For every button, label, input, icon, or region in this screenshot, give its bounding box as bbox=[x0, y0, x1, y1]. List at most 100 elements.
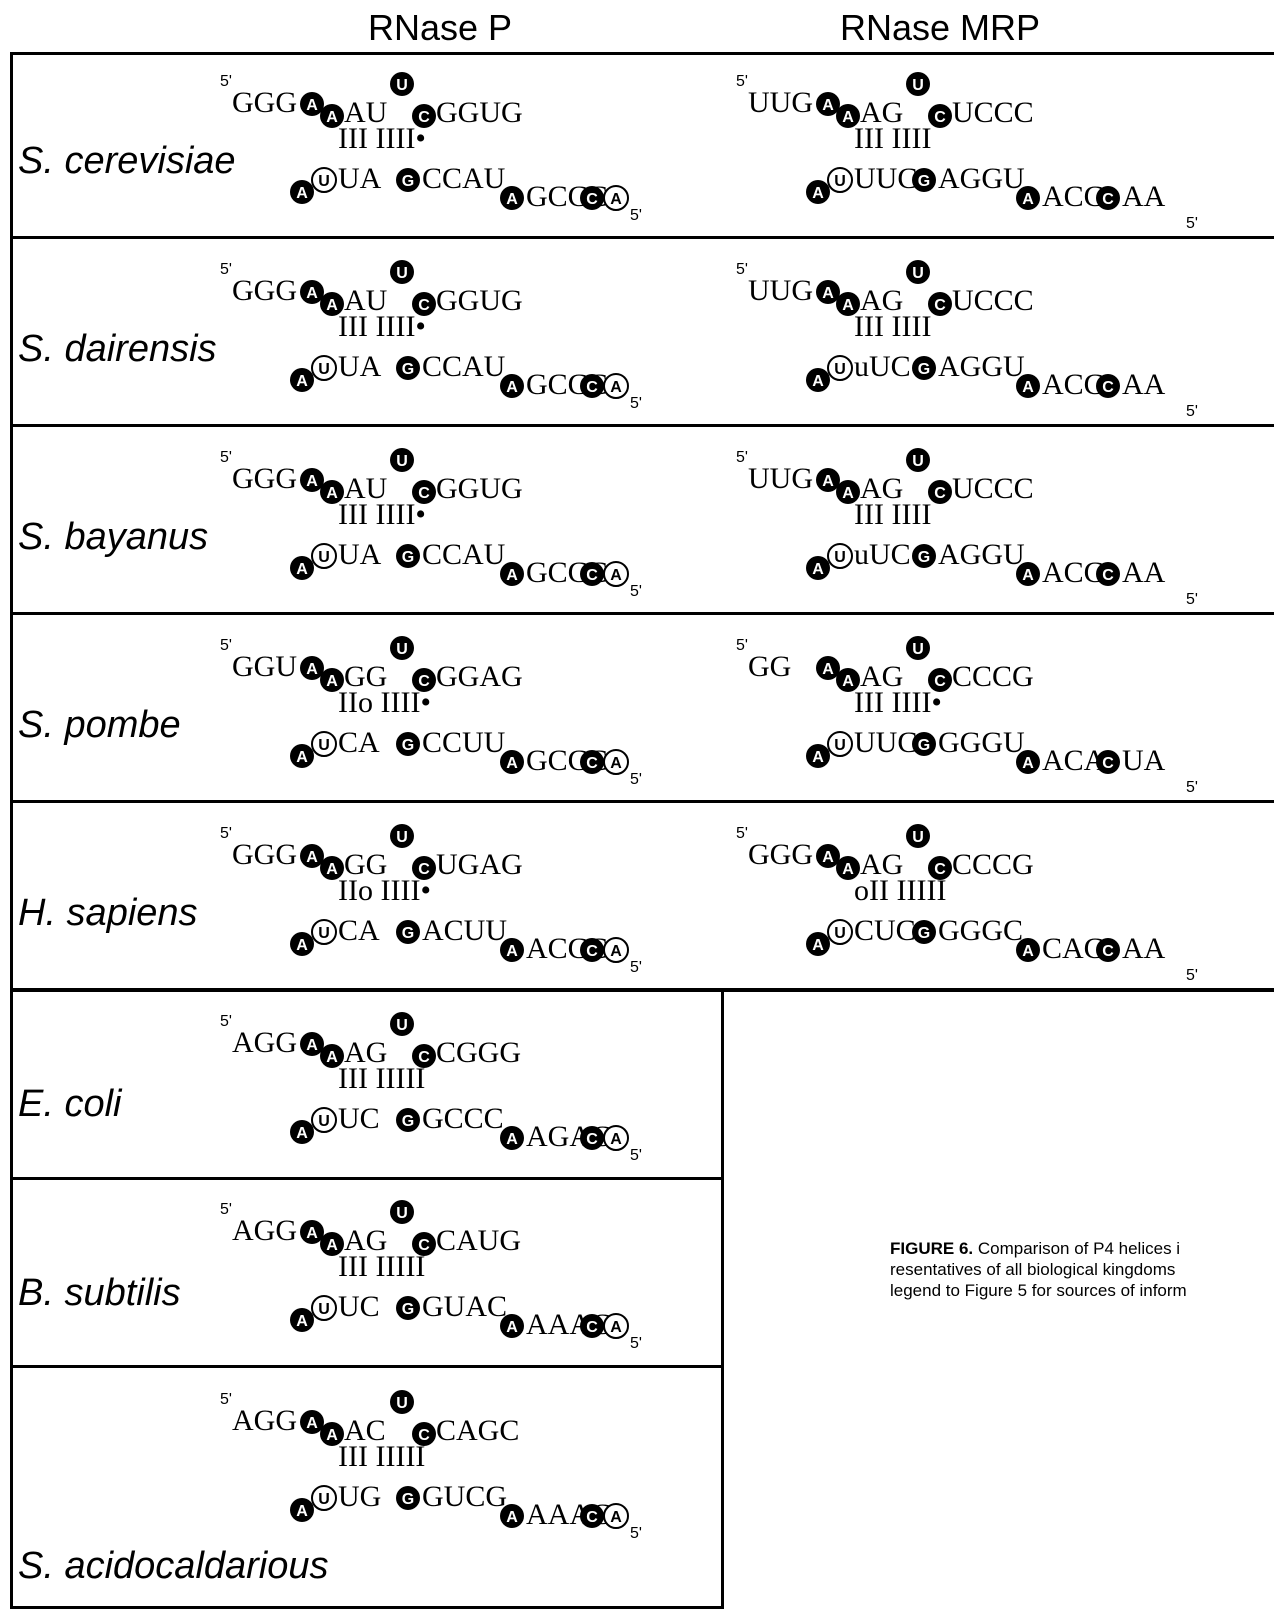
nucleotide-c-filled: C bbox=[580, 1314, 604, 1338]
nucleotide-c-filled: C bbox=[1096, 938, 1120, 962]
three-prime-label: 5' bbox=[630, 1335, 642, 1352]
nucleotide-a-filled: A bbox=[816, 844, 840, 868]
svg-text:A: A bbox=[610, 191, 622, 208]
svg-text:U: U bbox=[396, 829, 408, 846]
three-prime-label: 5' bbox=[630, 1525, 642, 1542]
strand-bottom-mid: CCAU bbox=[422, 162, 506, 195]
nucleotide-a-filled: A bbox=[1016, 562, 1040, 586]
base-pairs: III IIII bbox=[854, 310, 931, 343]
species-label: E. coli bbox=[18, 1083, 122, 1125]
svg-text:C: C bbox=[934, 109, 946, 126]
nucleotide-a-filled: A bbox=[500, 562, 524, 586]
svg-text:A: A bbox=[306, 1037, 318, 1054]
svg-text:U: U bbox=[318, 173, 330, 190]
five-prime-label: 5' bbox=[220, 449, 232, 466]
svg-text:A: A bbox=[306, 473, 318, 490]
svg-text:C: C bbox=[586, 567, 598, 584]
svg-text:U: U bbox=[396, 77, 408, 94]
strand-top: AG bbox=[860, 660, 903, 693]
species-label: S. bayanus bbox=[18, 516, 209, 558]
svg-text:C: C bbox=[1102, 379, 1114, 396]
base-pairs: III IIII• bbox=[338, 310, 426, 343]
nucleotide-c-filled: C bbox=[412, 1044, 436, 1068]
strand-top: AG bbox=[344, 1036, 387, 1069]
nucleotide-g-filled: G bbox=[912, 168, 936, 192]
strand-bottom: UA bbox=[338, 162, 382, 195]
svg-text:U: U bbox=[834, 925, 846, 942]
svg-text:C: C bbox=[418, 1427, 430, 1444]
nucleotide-g-filled: G bbox=[396, 544, 420, 568]
nucleotide-g-filled: G bbox=[912, 920, 936, 944]
strand-bottom: CUC bbox=[854, 914, 916, 947]
svg-text:A: A bbox=[842, 297, 854, 314]
three-prime-label: 5' bbox=[1186, 591, 1198, 608]
nucleotide-a-filled: A bbox=[320, 104, 344, 128]
svg-text:A: A bbox=[610, 1509, 622, 1526]
strand-bottom: uUC bbox=[854, 350, 911, 383]
nucleotide-c-filled: C bbox=[412, 104, 436, 128]
nucleotide-c-filled: C bbox=[928, 292, 952, 316]
nucleotide-a-filled: A bbox=[290, 180, 314, 204]
strand-bottom: CA bbox=[338, 914, 380, 947]
nucleotide-u-filled: U bbox=[906, 636, 930, 660]
svg-text:A: A bbox=[506, 1319, 518, 1336]
strand-top-tail: UCCC bbox=[952, 96, 1034, 129]
strand-lead: GG bbox=[748, 650, 791, 683]
svg-text:C: C bbox=[1102, 755, 1114, 772]
five-prime-label: 5' bbox=[736, 261, 748, 278]
svg-text:A: A bbox=[812, 185, 824, 202]
svg-text:A: A bbox=[610, 379, 622, 396]
strand-bottom: UA bbox=[338, 350, 382, 383]
svg-text:C: C bbox=[418, 1049, 430, 1066]
base-pairs: III IIIII bbox=[338, 1250, 425, 1283]
nucleotide-u-open: U bbox=[311, 355, 337, 381]
nucleotide-a-filled: A bbox=[300, 1220, 324, 1244]
row-divider bbox=[10, 236, 1274, 239]
svg-text:A: A bbox=[610, 943, 622, 960]
svg-text:A: A bbox=[506, 755, 518, 772]
nucleotide-c-filled: C bbox=[412, 856, 436, 880]
nucleotide-c-filled: C bbox=[580, 374, 604, 398]
nucleotide-a-filled: A bbox=[320, 1422, 344, 1446]
strand-bottom-mid: ACUU bbox=[422, 914, 507, 947]
svg-text:C: C bbox=[586, 191, 598, 208]
strand-bottom-mid: GUAC bbox=[422, 1290, 507, 1323]
nucleotide-g-filled: G bbox=[396, 732, 420, 756]
nucleotide-a-open: A bbox=[603, 185, 629, 211]
strand-lead: UUG bbox=[748, 462, 813, 495]
strand-tail: ACC bbox=[1042, 180, 1104, 213]
five-prime-label: 5' bbox=[736, 825, 748, 842]
nucleotide-a-filled: A bbox=[806, 744, 830, 768]
svg-text:A: A bbox=[296, 561, 308, 578]
strand-tail: ACC bbox=[1042, 556, 1104, 589]
caption-label: FIGURE 6. bbox=[890, 1239, 974, 1258]
nucleotide-u-open: U bbox=[311, 1295, 337, 1321]
caption-line: resentatives of all biological kingdoms bbox=[890, 1260, 1176, 1279]
nucleotide-a-filled: A bbox=[806, 556, 830, 580]
row-divider bbox=[10, 800, 1274, 803]
svg-text:U: U bbox=[834, 361, 846, 378]
svg-text:U: U bbox=[912, 641, 924, 658]
nucleotide-u-open: U bbox=[827, 731, 853, 757]
strand-top: AG bbox=[860, 96, 903, 129]
svg-text:C: C bbox=[586, 1131, 598, 1148]
svg-text:A: A bbox=[812, 561, 824, 578]
svg-text:A: A bbox=[822, 473, 834, 490]
svg-text:A: A bbox=[822, 849, 834, 866]
nucleotide-u-open: U bbox=[311, 543, 337, 569]
svg-text:A: A bbox=[610, 755, 622, 772]
svg-text:U: U bbox=[396, 265, 408, 282]
strand-lead: GGG bbox=[232, 838, 297, 871]
svg-text:A: A bbox=[306, 97, 318, 114]
five-prime-label: 5' bbox=[220, 1201, 232, 1218]
svg-text:A: A bbox=[1022, 755, 1034, 772]
svg-text:C: C bbox=[418, 109, 430, 126]
strand-top-tail: CAUG bbox=[436, 1224, 521, 1257]
svg-text:A: A bbox=[296, 749, 308, 766]
nucleotide-a-open: A bbox=[603, 373, 629, 399]
five-prime-label: 5' bbox=[736, 637, 748, 654]
